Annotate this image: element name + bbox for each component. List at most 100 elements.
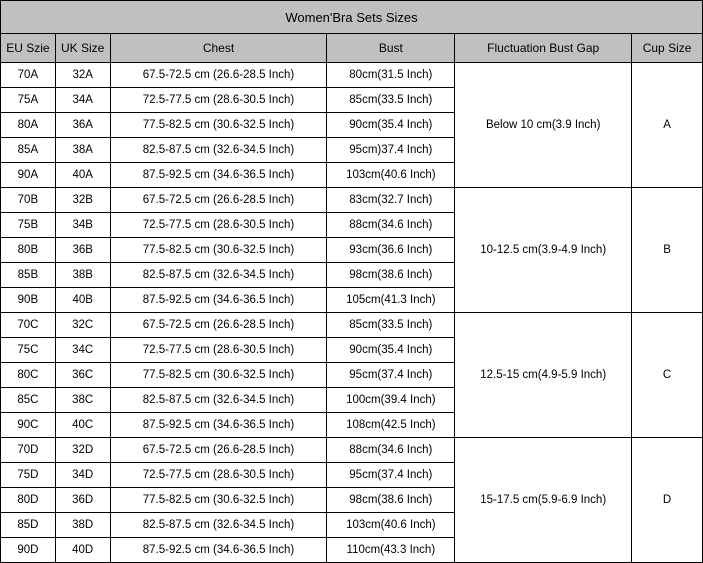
cell-uk: 36A <box>55 113 110 138</box>
cell-bust: 103cm(40.6 Inch) <box>327 163 455 188</box>
cell-bust: 93cm(36.6 Inch) <box>327 238 455 263</box>
cell-uk: 40B <box>55 288 110 313</box>
cell-bust: 95cm(37.4 Inch) <box>327 463 455 488</box>
cell-chest: 77.5-82.5 cm (30.6-32.5 Inch) <box>110 113 327 138</box>
cell-chest: 72.5-77.5 cm (28.6-30.5 Inch) <box>110 463 327 488</box>
cell-bust: 88cm(34.6 Inch) <box>327 213 455 238</box>
header-row: EU Szie UK Size Chest Bust Fluctuation B… <box>1 34 703 63</box>
cell-chest: 82.5-87.5 cm (32.6-34.5 Inch) <box>110 138 327 163</box>
cell-eu: 75D <box>1 463 56 488</box>
size-chart-table: Women'Bra Sets Sizes EU Szie UK Size Che… <box>0 0 703 563</box>
cell-uk: 32A <box>55 63 110 88</box>
cell-eu: 85B <box>1 263 56 288</box>
cell-eu: 75C <box>1 338 56 363</box>
cell-uk: 40C <box>55 413 110 438</box>
cell-eu: 70C <box>1 313 56 338</box>
cell-chest: 77.5-82.5 cm (30.6-32.5 Inch) <box>110 363 327 388</box>
cell-bust: 90cm(35.4 Inch) <box>327 113 455 138</box>
cell-eu: 70B <box>1 188 56 213</box>
cell-uk: 34B <box>55 213 110 238</box>
cell-chest: 82.5-87.5 cm (32.6-34.5 Inch) <box>110 263 327 288</box>
cell-eu: 75B <box>1 213 56 238</box>
cell-eu: 70D <box>1 438 56 463</box>
col-header-fluctuation: Fluctuation Bust Gap <box>455 34 632 63</box>
cell-eu: 75A <box>1 88 56 113</box>
col-header-cup: Cup Size <box>632 34 703 63</box>
cell-fluctuation: 10-12.5 cm(3.9-4.9 Inch) <box>455 188 632 313</box>
cell-bust: 90cm(35.4 Inch) <box>327 338 455 363</box>
cell-eu: 80B <box>1 238 56 263</box>
cell-fluctuation: 15-17.5 cm(5.9-6.9 Inch) <box>455 438 632 563</box>
cell-eu: 90C <box>1 413 56 438</box>
cell-chest: 87.5-92.5 cm (34.6-36.5 Inch) <box>110 163 327 188</box>
col-header-bust: Bust <box>327 34 455 63</box>
cell-bust: 98cm(38.6 Inch) <box>327 263 455 288</box>
cell-fluctuation: Below 10 cm(3.9 Inch) <box>455 63 632 188</box>
cell-bust: 85cm(33.5 Inch) <box>327 313 455 338</box>
cell-chest: 87.5-92.5 cm (34.6-36.5 Inch) <box>110 413 327 438</box>
table-title: Women'Bra Sets Sizes <box>1 1 703 34</box>
cell-eu: 90A <box>1 163 56 188</box>
cell-chest: 77.5-82.5 cm (30.6-32.5 Inch) <box>110 238 327 263</box>
cell-eu: 85C <box>1 388 56 413</box>
table-body: 70A32A67.5-72.5 cm (26.6-28.5 Inch)80cm(… <box>1 63 703 563</box>
cell-cup: D <box>632 438 703 563</box>
table-row: 70A32A67.5-72.5 cm (26.6-28.5 Inch)80cm(… <box>1 63 703 88</box>
cell-eu: 80C <box>1 363 56 388</box>
cell-bust: 110cm(43.3 Inch) <box>327 538 455 563</box>
table-row: 70B32B67.5-72.5 cm (26.6-28.5 Inch)83cm(… <box>1 188 703 213</box>
cell-uk: 36B <box>55 238 110 263</box>
cell-chest: 87.5-92.5 cm (34.6-36.5 Inch) <box>110 288 327 313</box>
table-row: 70C32C67.5-72.5 cm (26.6-28.5 Inch)85cm(… <box>1 313 703 338</box>
cell-uk: 38B <box>55 263 110 288</box>
cell-bust: 95cm)37.4 Inch) <box>327 138 455 163</box>
cell-bust: 103cm(40.6 Inch) <box>327 513 455 538</box>
cell-bust: 95cm(37.4 Inch) <box>327 363 455 388</box>
cell-chest: 82.5-87.5 cm (32.6-34.5 Inch) <box>110 388 327 413</box>
cell-cup: B <box>632 188 703 313</box>
table-row: 70D32D67.5-72.5 cm (26.6-28.5 Inch)88cm(… <box>1 438 703 463</box>
cell-chest: 67.5-72.5 cm (26.6-28.5 Inch) <box>110 313 327 338</box>
cell-eu: 90B <box>1 288 56 313</box>
cell-bust: 85cm(33.5 Inch) <box>327 88 455 113</box>
cell-fluctuation: 12.5-15 cm(4.9-5.9 Inch) <box>455 313 632 438</box>
cell-bust: 108cm(42.5 Inch) <box>327 413 455 438</box>
cell-uk: 40A <box>55 163 110 188</box>
cell-uk: 36C <box>55 363 110 388</box>
cell-uk: 36D <box>55 488 110 513</box>
cell-uk: 34C <box>55 338 110 363</box>
cell-uk: 38D <box>55 513 110 538</box>
cell-eu: 80D <box>1 488 56 513</box>
cell-eu: 70A <box>1 63 56 88</box>
col-header-chest: Chest <box>110 34 327 63</box>
cell-eu: 85D <box>1 513 56 538</box>
cell-bust: 83cm(32.7 Inch) <box>327 188 455 213</box>
cell-chest: 72.5-77.5 cm (28.6-30.5 Inch) <box>110 338 327 363</box>
col-header-eu: EU Szie <box>1 34 56 63</box>
cell-uk: 40D <box>55 538 110 563</box>
cell-bust: 88cm(34.6 Inch) <box>327 438 455 463</box>
cell-chest: 72.5-77.5 cm (28.6-30.5 Inch) <box>110 88 327 113</box>
cell-chest: 67.5-72.5 cm (26.6-28.5 Inch) <box>110 63 327 88</box>
cell-uk: 34A <box>55 88 110 113</box>
cell-uk: 38C <box>55 388 110 413</box>
cell-chest: 77.5-82.5 cm (30.6-32.5 Inch) <box>110 488 327 513</box>
cell-uk: 32B <box>55 188 110 213</box>
cell-chest: 67.5-72.5 cm (26.6-28.5 Inch) <box>110 438 327 463</box>
cell-uk: 32D <box>55 438 110 463</box>
cell-chest: 87.5-92.5 cm (34.6-36.5 Inch) <box>110 538 327 563</box>
cell-uk: 32C <box>55 313 110 338</box>
cell-chest: 72.5-77.5 cm (28.6-30.5 Inch) <box>110 213 327 238</box>
cell-chest: 82.5-87.5 cm (32.6-34.5 Inch) <box>110 513 327 538</box>
cell-eu: 80A <box>1 113 56 138</box>
cell-eu: 85A <box>1 138 56 163</box>
cell-eu: 90D <box>1 538 56 563</box>
cell-bust: 80cm(31.5 Inch) <box>327 63 455 88</box>
cell-bust: 98cm(38.6 Inch) <box>327 488 455 513</box>
cell-uk: 38A <box>55 138 110 163</box>
cell-chest: 67.5-72.5 cm (26.6-28.5 Inch) <box>110 188 327 213</box>
cell-cup: C <box>632 313 703 438</box>
cell-cup: A <box>632 63 703 188</box>
cell-uk: 34D <box>55 463 110 488</box>
cell-bust: 105cm(41.3 Inch) <box>327 288 455 313</box>
